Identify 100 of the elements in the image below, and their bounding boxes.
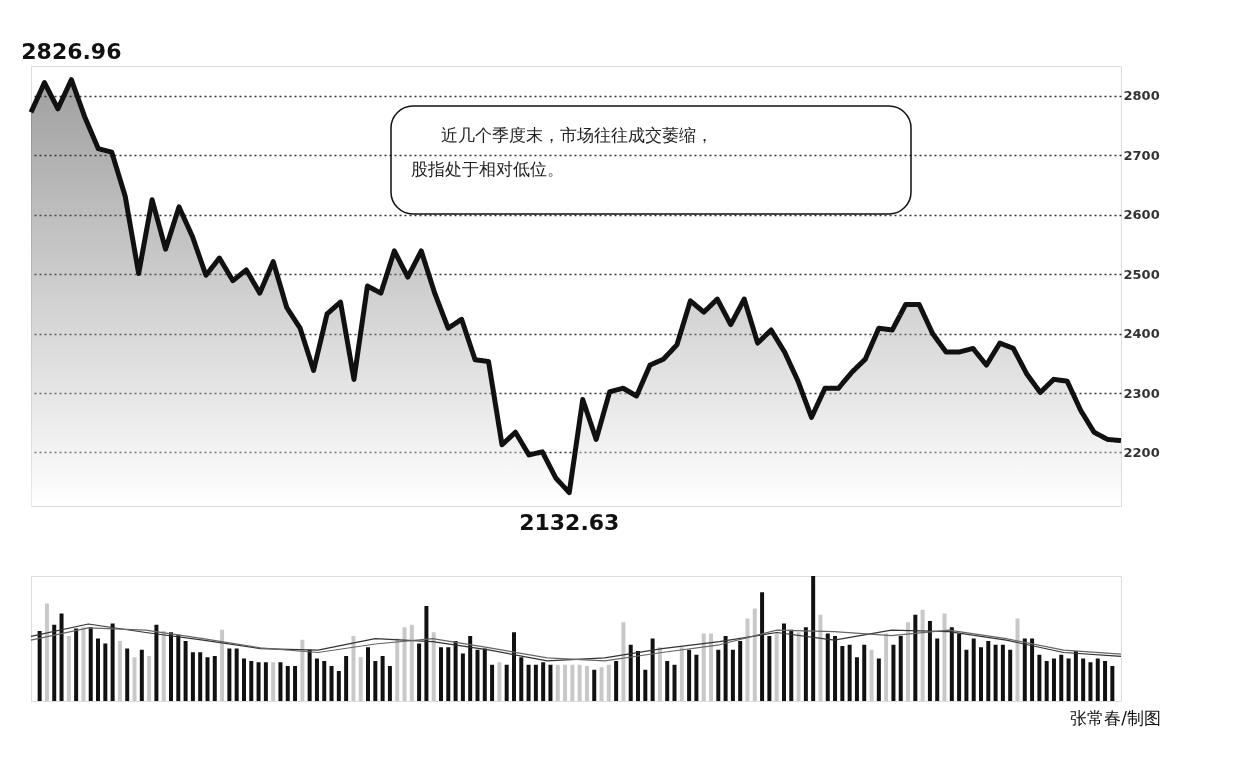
bar (322, 661, 327, 701)
bar (1103, 661, 1108, 701)
bar (825, 633, 830, 701)
bar (169, 632, 173, 701)
bar (847, 644, 852, 701)
bar (460, 653, 465, 701)
bar (665, 661, 670, 701)
bar (657, 647, 662, 701)
bar (117, 641, 122, 701)
bar (271, 662, 276, 701)
bar (1044, 661, 1049, 701)
bar (767, 636, 772, 701)
bar (862, 644, 867, 701)
bar (1066, 658, 1071, 701)
bar (1110, 666, 1115, 701)
bar (650, 638, 655, 701)
bar (366, 647, 371, 701)
bar (263, 662, 268, 701)
bar (402, 627, 407, 701)
bar (570, 664, 575, 701)
bar (439, 647, 443, 701)
bar (636, 651, 641, 701)
bar (964, 649, 969, 701)
bar (424, 606, 429, 701)
bar (52, 624, 57, 701)
bar (417, 643, 422, 701)
y-tick-label: 2700 (1123, 147, 1160, 163)
bar (1073, 651, 1078, 701)
bar (278, 662, 283, 701)
bar (811, 576, 816, 701)
bar (818, 614, 823, 701)
bar (796, 632, 801, 701)
bar (1000, 644, 1005, 701)
y-tick-label: 2600 (1123, 207, 1160, 223)
bar (723, 636, 728, 701)
bar (198, 652, 203, 701)
bar (1095, 658, 1100, 701)
bar (147, 656, 152, 701)
bar (504, 664, 509, 701)
bar (628, 644, 633, 701)
bar (139, 649, 144, 701)
bar (490, 664, 495, 701)
bar (672, 664, 677, 701)
bar (37, 631, 42, 701)
bar (468, 636, 473, 701)
bar (526, 664, 531, 701)
bar (730, 649, 735, 701)
bar (803, 627, 808, 701)
bar (497, 662, 502, 701)
bar (789, 629, 794, 701)
bar (1030, 638, 1035, 701)
bar (979, 647, 983, 701)
bar (66, 636, 71, 701)
bar (1015, 618, 1020, 701)
bar (563, 664, 568, 701)
bar (446, 647, 451, 701)
bar (96, 638, 101, 701)
y-tick-label: 2500 (1123, 266, 1160, 282)
bar (132, 657, 137, 701)
bar (285, 666, 290, 701)
text: 张常春/制图 (1070, 708, 1161, 728)
bar (59, 613, 64, 701)
bar (1059, 654, 1064, 701)
bar (431, 632, 436, 701)
bar (1051, 658, 1056, 701)
bar (971, 638, 976, 701)
bar (935, 638, 940, 701)
bar (833, 636, 838, 701)
bar (212, 656, 217, 701)
bar (957, 633, 962, 701)
bar (176, 634, 181, 701)
bar (533, 664, 538, 701)
bar (840, 646, 845, 701)
bar (300, 639, 305, 701)
bar (555, 664, 560, 701)
bar (220, 629, 225, 701)
bar (110, 623, 115, 701)
annotation: 股指处于相对低位。 (411, 159, 564, 179)
bar (453, 641, 458, 701)
bar (738, 641, 743, 701)
y-tick-label: 2400 (1123, 326, 1160, 342)
bar (482, 648, 487, 701)
bar (854, 657, 859, 701)
bar (1022, 638, 1027, 701)
bar (227, 648, 232, 701)
bar (606, 664, 611, 701)
bar (577, 664, 582, 701)
bar (183, 641, 188, 701)
bar (876, 658, 881, 701)
bar (687, 649, 692, 701)
bar (716, 649, 721, 701)
bar (380, 656, 385, 701)
bar (373, 661, 378, 701)
bar (599, 667, 604, 701)
bar (760, 592, 765, 701)
bar (643, 669, 648, 701)
y-tick-label: 2200 (1123, 444, 1160, 460)
bar (993, 644, 998, 701)
bar (752, 608, 757, 701)
bar (1088, 662, 1093, 701)
